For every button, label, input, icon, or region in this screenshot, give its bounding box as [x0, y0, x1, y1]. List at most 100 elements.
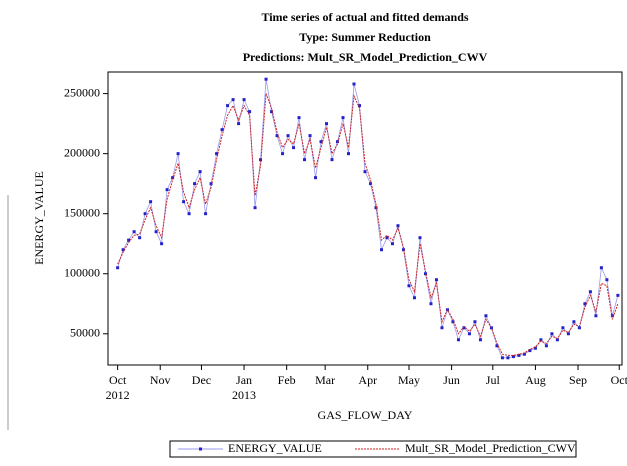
point	[506, 356, 510, 360]
point	[528, 349, 532, 353]
point	[456, 338, 460, 342]
point	[616, 293, 620, 297]
point	[193, 182, 197, 186]
point	[473, 320, 477, 324]
legend-label: ENERGY_VALUE	[228, 441, 322, 455]
point	[390, 242, 394, 246]
point	[259, 158, 263, 162]
point	[248, 110, 252, 114]
point	[336, 140, 340, 144]
point	[270, 110, 274, 114]
point	[550, 332, 554, 336]
legend-label: Mult_SR_Model_Prediction_CWV	[405, 441, 576, 455]
x-tick-label: Jan	[236, 373, 252, 387]
point	[478, 338, 482, 342]
point	[522, 352, 526, 356]
x-tick-label: Dec	[192, 373, 211, 387]
point	[352, 82, 356, 86]
point	[423, 272, 427, 276]
point	[286, 134, 290, 138]
legend	[169, 440, 577, 458]
point	[220, 128, 224, 132]
legend-marker	[199, 447, 202, 451]
chart-subtitle: Predictions: Mult_SR_Model_Prediction_CW…	[243, 50, 488, 64]
point	[297, 116, 301, 120]
point	[176, 152, 180, 156]
point	[418, 236, 422, 240]
point	[242, 98, 246, 102]
x-tick-label: Aug	[525, 373, 546, 387]
point	[204, 212, 208, 216]
chart-title: Time series of actual and fitted demands	[261, 10, 468, 24]
x-tick-label: May	[398, 373, 420, 387]
point	[182, 200, 186, 204]
point	[138, 236, 142, 240]
point	[599, 266, 603, 270]
point	[314, 176, 318, 180]
point	[440, 326, 444, 330]
point	[264, 77, 268, 81]
point	[149, 200, 153, 204]
point	[303, 158, 307, 162]
y-tick-label: 250000	[64, 85, 100, 99]
point	[539, 338, 543, 342]
point	[451, 320, 455, 324]
point	[412, 296, 416, 300]
point	[610, 314, 614, 318]
point	[209, 182, 213, 186]
point	[544, 344, 548, 348]
point	[253, 206, 257, 210]
point	[165, 188, 169, 192]
x-axis-label: GAS_FLOW_DAY	[318, 408, 413, 422]
x-tick-label: Feb	[278, 373, 296, 387]
point	[215, 152, 219, 156]
chart-subtitle: Type: Summer Reduction	[299, 30, 431, 44]
point	[577, 326, 581, 330]
point	[363, 170, 367, 174]
x-tick-label: Apr	[358, 373, 377, 387]
point	[517, 353, 521, 357]
point	[308, 134, 312, 138]
point	[511, 355, 515, 359]
point	[231, 98, 235, 102]
plot-frame	[107, 71, 623, 366]
x-tick-label: Nov	[150, 373, 171, 387]
y-tick-label: 200000	[64, 145, 100, 159]
point	[121, 248, 125, 252]
x-tick-label: Sep	[569, 373, 587, 387]
point	[462, 326, 466, 330]
point	[237, 122, 241, 126]
point	[358, 104, 362, 108]
x-tick-label: Jul	[486, 373, 501, 387]
fitted-line	[117, 93, 619, 356]
point	[484, 314, 488, 318]
point	[154, 230, 158, 234]
point	[605, 278, 609, 282]
point	[116, 266, 120, 270]
point	[407, 284, 411, 288]
point	[292, 146, 296, 150]
point	[566, 332, 570, 336]
point	[429, 302, 433, 306]
point	[555, 338, 559, 342]
point	[374, 206, 378, 210]
point	[588, 290, 592, 294]
point	[325, 122, 329, 126]
y-tick-label: 150000	[64, 205, 100, 219]
point	[275, 134, 279, 138]
point	[561, 326, 565, 330]
point	[583, 302, 587, 306]
point	[385, 236, 389, 240]
point	[198, 170, 202, 174]
point	[500, 356, 504, 360]
x-tick-year: 2012	[106, 388, 130, 402]
point	[594, 314, 598, 318]
point	[330, 158, 334, 162]
point	[187, 212, 191, 216]
point	[533, 346, 537, 350]
point	[495, 344, 499, 348]
y-tick-label: 100000	[64, 265, 100, 279]
point	[171, 176, 175, 180]
point	[572, 320, 576, 324]
point	[319, 140, 323, 144]
